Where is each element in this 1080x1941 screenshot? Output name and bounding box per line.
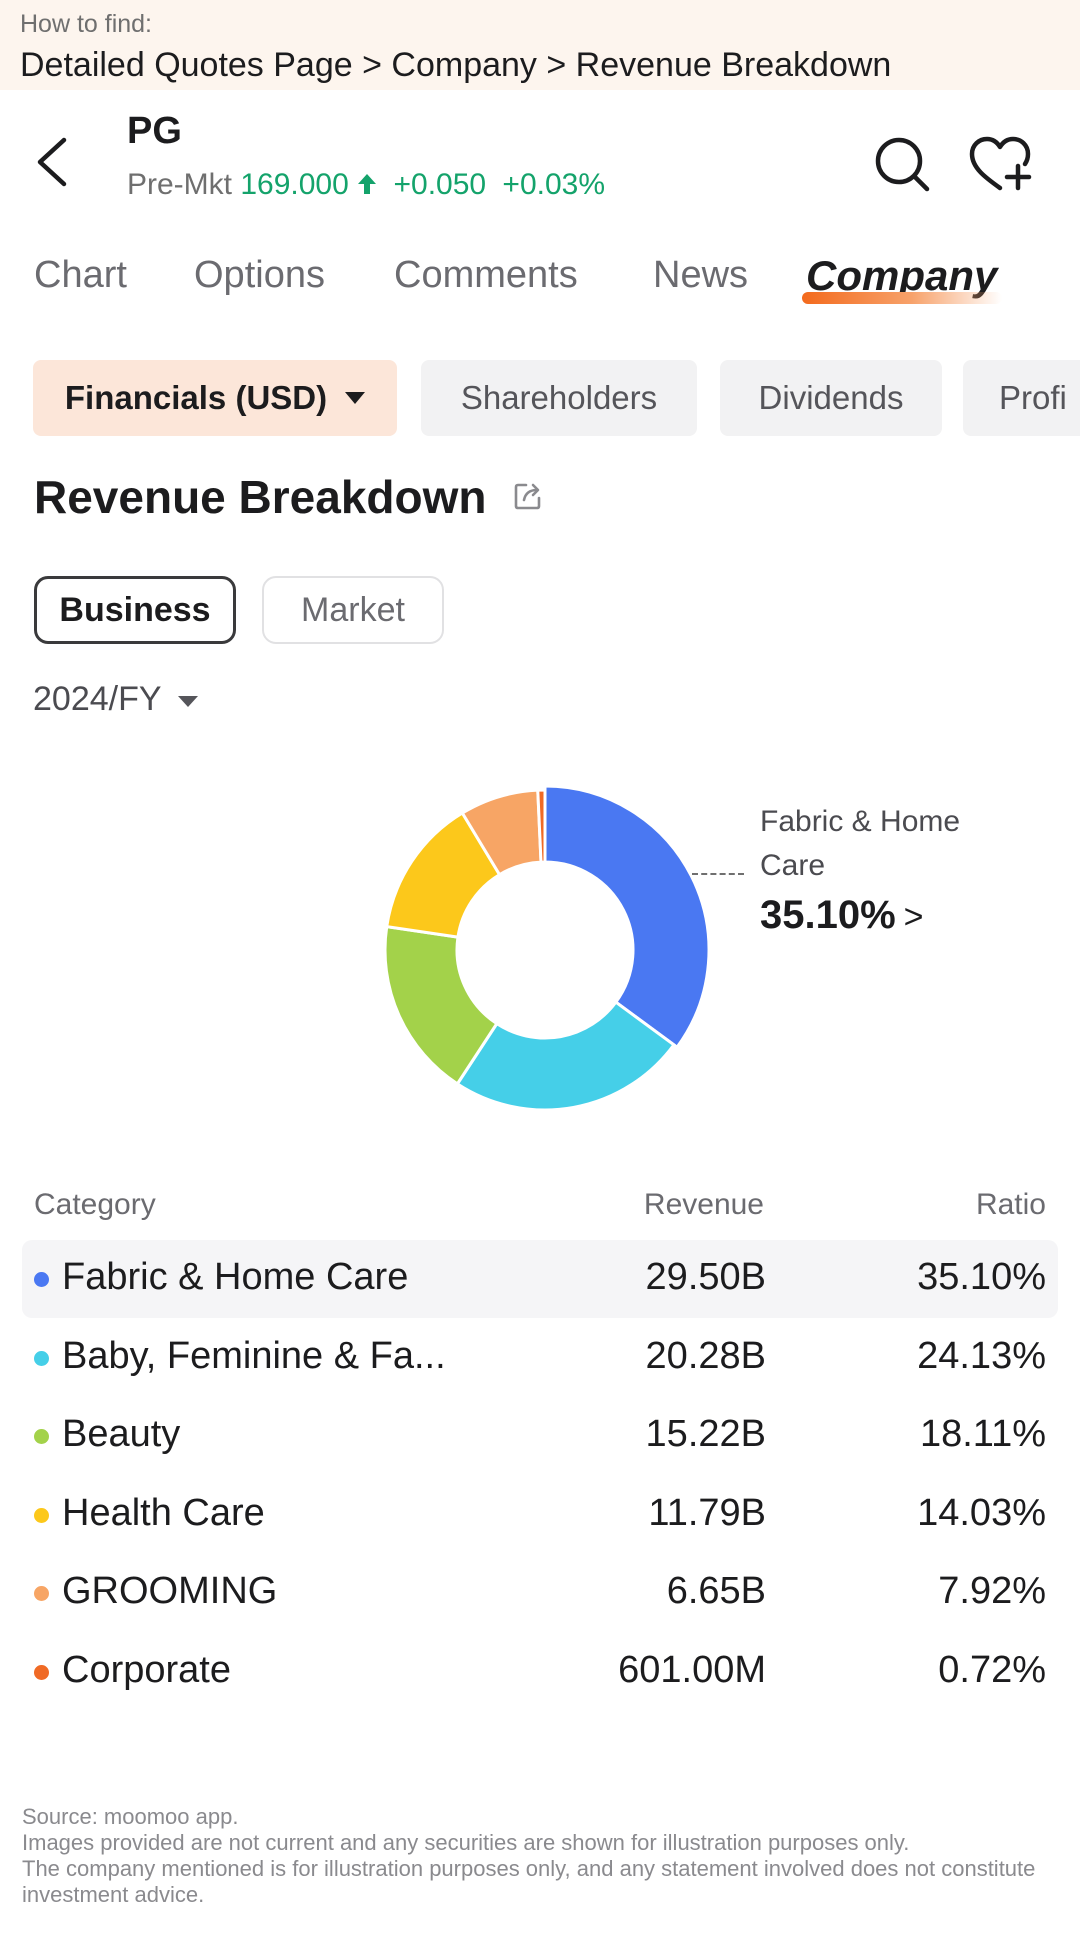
donut-slice[interactable] bbox=[455, 1000, 676, 1112]
legend-dot bbox=[34, 1586, 49, 1601]
subtab-profile-label: Profi bbox=[999, 379, 1067, 416]
tab-chart[interactable]: Chart bbox=[34, 254, 127, 296]
revenue-donut-chart[interactable] bbox=[375, 780, 715, 1120]
row-revenue: 29.50B bbox=[645, 1256, 766, 1298]
donut-slice[interactable] bbox=[543, 784, 711, 1050]
table-row[interactable]: Beauty 15.22B 18.11% bbox=[22, 1397, 1058, 1475]
caret-down-icon bbox=[177, 695, 198, 707]
donut-slice[interactable] bbox=[536, 788, 547, 864]
how-to-path: Detailed Quotes Page > Company > Revenue… bbox=[20, 46, 892, 84]
ticker-symbol: PG bbox=[127, 110, 182, 152]
row-ratio: 0.72% bbox=[938, 1648, 1046, 1691]
callout-segment-name: Fabric & Home Care bbox=[760, 805, 961, 882]
legend-dot bbox=[34, 1664, 49, 1680]
legend-dot bbox=[34, 1350, 49, 1366]
callout-segment-pct[interactable]: 35.10% > bbox=[760, 893, 924, 938]
company-subtabs: Financials (USD) Shareholders Dividends … bbox=[0, 360, 1080, 436]
tab-news[interactable]: News bbox=[653, 254, 749, 296]
callout-pct-value: 35.10% bbox=[760, 893, 896, 937]
column-header-revenue: Revenue bbox=[643, 1188, 764, 1221]
row-ratio: 7.92% bbox=[938, 1570, 1046, 1612]
price-change-pct: +0.03% bbox=[502, 168, 606, 201]
subtab-profile[interactable]: Profi bbox=[963, 360, 1080, 436]
subtab-financials-label: Financials (USD) bbox=[64, 379, 328, 416]
subtab-shareholders-label: Shareholders bbox=[460, 379, 658, 416]
disclaimer-line: investment advice. bbox=[22, 1882, 205, 1907]
donut-slice[interactable] bbox=[383, 924, 499, 1086]
period-value: 2024/FY bbox=[33, 680, 162, 718]
table-row[interactable]: GROOMING 6.65B 7.92% bbox=[22, 1554, 1058, 1632]
add-to-watchlist-button[interactable] bbox=[966, 134, 1038, 194]
row-category: Corporate bbox=[62, 1648, 231, 1691]
row-ratio: 24.13% bbox=[917, 1334, 1046, 1377]
disclaimer-line: Images provided are not current and any … bbox=[22, 1830, 910, 1855]
legend-dot bbox=[34, 1429, 49, 1444]
quote-tabs: Chart Options Comments News Company bbox=[0, 252, 1080, 314]
row-revenue: 11.79B bbox=[648, 1491, 766, 1534]
heart-plus-icon bbox=[969, 136, 1032, 191]
search-button[interactable] bbox=[872, 134, 932, 194]
row-revenue: 6.65B bbox=[666, 1570, 766, 1612]
row-category: GROOMING bbox=[62, 1570, 278, 1612]
row-revenue: 15.22B bbox=[645, 1413, 766, 1455]
how-to-banner: How to find: Detailed Quotes Page > Comp… bbox=[0, 0, 1080, 90]
segment-market[interactable]: Market bbox=[262, 576, 444, 644]
tab-comments[interactable]: Comments bbox=[394, 254, 578, 296]
share-icon bbox=[514, 483, 541, 510]
period-selector[interactable]: 2024/FY bbox=[33, 680, 198, 719]
row-category: Health Care bbox=[62, 1491, 265, 1534]
premarket-quote: Pre-Mkt 169.000 +0.050 +0.03% bbox=[127, 168, 605, 202]
chevron-right-icon: > bbox=[903, 898, 924, 936]
back-button[interactable] bbox=[30, 132, 74, 192]
callout-leader-line bbox=[692, 873, 744, 875]
row-category: Beauty bbox=[62, 1413, 181, 1455]
caret-down-icon bbox=[345, 392, 366, 404]
page-title: Revenue Breakdown bbox=[34, 471, 487, 523]
table-row[interactable]: Fabric & Home Care 29.50B 35.10% bbox=[22, 1240, 1058, 1318]
row-revenue: 20.28B bbox=[645, 1334, 766, 1377]
column-header-category: Category bbox=[34, 1188, 156, 1221]
row-ratio: 18.11% bbox=[919, 1413, 1046, 1455]
row-revenue: 601.00M bbox=[618, 1648, 766, 1691]
search-icon bbox=[875, 137, 930, 192]
tab-options[interactable]: Options bbox=[194, 254, 325, 296]
how-to-label: How to find: bbox=[20, 10, 153, 38]
row-ratio: 14.03% bbox=[917, 1491, 1046, 1534]
disclaimer-line: The company mentioned is for illustratio… bbox=[22, 1856, 1036, 1881]
subtab-shareholders[interactable]: Shareholders bbox=[421, 360, 697, 436]
share-button[interactable] bbox=[512, 480, 544, 512]
price-change: +0.050 bbox=[393, 168, 487, 201]
arrow-up-icon bbox=[358, 174, 377, 194]
chevron-left-icon bbox=[37, 137, 67, 187]
row-category: Fabric & Home Care bbox=[62, 1256, 409, 1298]
table-row[interactable]: Baby, Feminine & Fa... 20.28B 24.13% bbox=[22, 1319, 1058, 1397]
session-label: Pre-Mkt bbox=[127, 168, 232, 201]
price: 169.000 bbox=[240, 168, 349, 201]
subtab-dividends-label: Dividends bbox=[758, 379, 904, 416]
legend-dot bbox=[34, 1272, 49, 1287]
table-row[interactable]: Corporate 601.00M 0.72% bbox=[22, 1633, 1058, 1711]
table-row[interactable]: Health Care 11.79B 14.03% bbox=[22, 1476, 1058, 1554]
column-header-ratio: Ratio bbox=[975, 1188, 1046, 1221]
row-ratio: 35.10% bbox=[917, 1256, 1046, 1298]
tab-company[interactable]: Company bbox=[806, 252, 998, 299]
legend-dot bbox=[34, 1507, 49, 1523]
subtab-dividends[interactable]: Dividends bbox=[720, 360, 942, 436]
segment-business[interactable]: Business bbox=[34, 576, 236, 644]
active-tab-indicator bbox=[802, 292, 1002, 304]
row-category: Baby, Feminine & Fa... bbox=[62, 1334, 446, 1377]
disclaimer-source: Source: moomoo app. bbox=[22, 1804, 239, 1829]
subtab-financials[interactable]: Financials (USD) bbox=[33, 360, 397, 436]
